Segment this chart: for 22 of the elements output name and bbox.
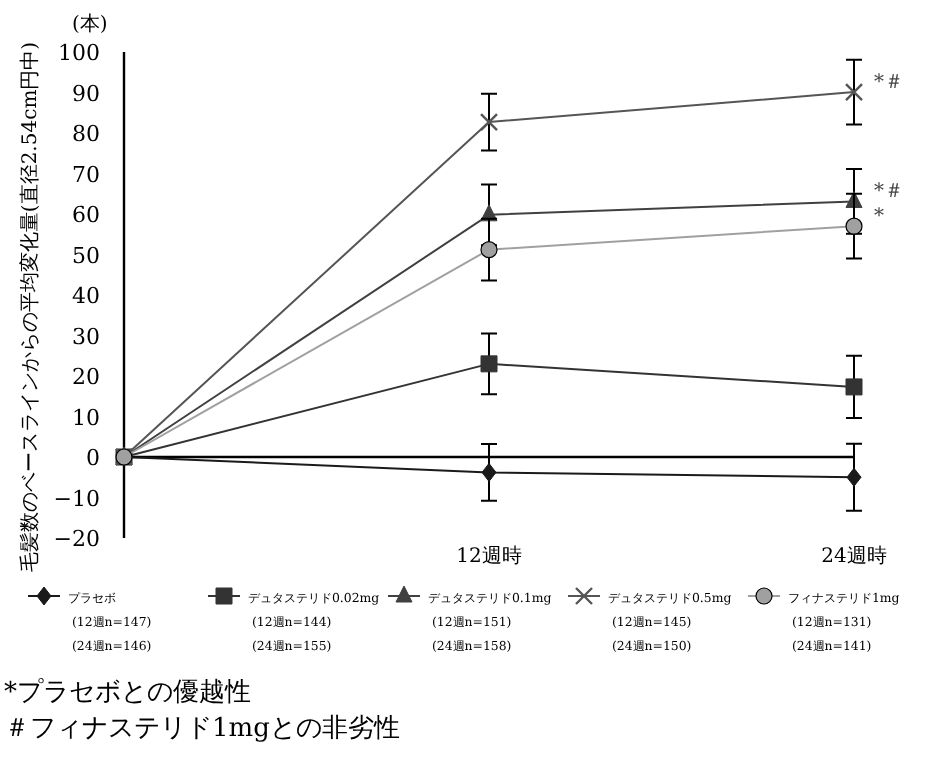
y-tick-label: 10 (72, 404, 100, 431)
x-tick-label: 12週時 (456, 544, 522, 568)
y-tick-label: 20 (72, 364, 100, 390)
y-axis-title: 毛髪数のベースラインからの平均変化量(直径2.54cm円中) (18, 41, 42, 573)
y-tick-label: 0 (86, 445, 100, 471)
annotation: * (874, 206, 884, 229)
y-tick-label: 100 (58, 40, 100, 66)
y-tick-label: −20 (53, 526, 100, 552)
y-tick-label: 60 (72, 202, 100, 228)
text: *プラセボとの優越性 (4, 678, 251, 708)
x-tick-label: 24週時 (821, 544, 887, 568)
y-tick-label: 70 (72, 161, 100, 188)
y-tick-label: 40 (72, 283, 100, 309)
y-tick-label: 80 (72, 121, 100, 147)
text: (本) (72, 12, 108, 36)
y-tick-label: 30 (72, 323, 100, 350)
y-tick-label: 50 (72, 242, 100, 269)
annotation: *＃ (874, 181, 904, 204)
annotation: *＃ (874, 72, 904, 95)
y-tick-label: −10 (53, 485, 100, 512)
text: ＃フィナステリド1mgとの非劣性 (4, 714, 400, 744)
y-tick-label: 90 (72, 80, 100, 107)
